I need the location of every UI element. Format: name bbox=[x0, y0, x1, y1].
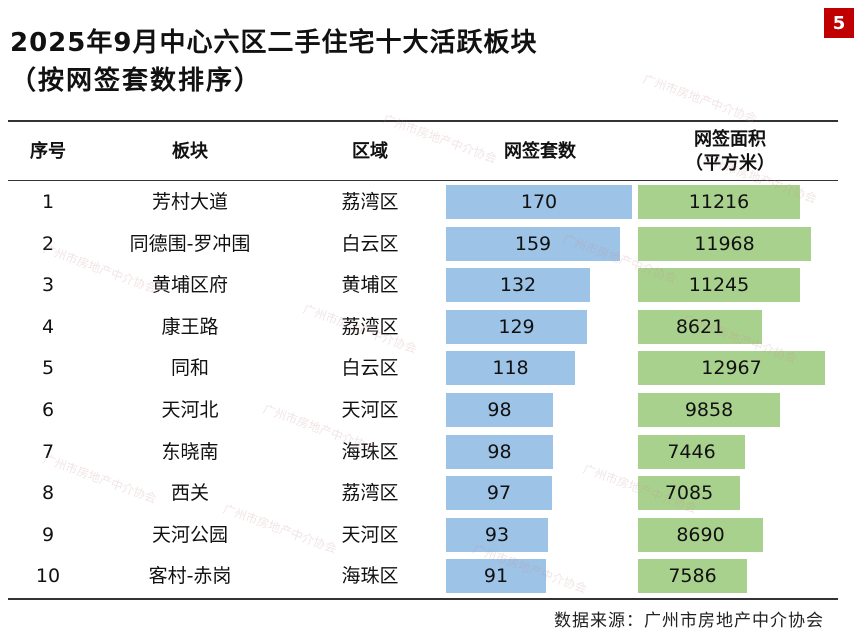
row-block: 芳村大道 bbox=[151, 191, 228, 213]
area-value: 9858 bbox=[684, 399, 734, 421]
area-value: 11216 bbox=[688, 191, 750, 213]
area-bar bbox=[638, 351, 825, 386]
row-block: 同德围-罗冲围 bbox=[129, 232, 251, 255]
area-value: 8621 bbox=[675, 315, 725, 338]
header-block: 板块 bbox=[172, 141, 208, 162]
units-bar bbox=[446, 185, 632, 219]
row-rank: 1 bbox=[41, 191, 55, 213]
row-district: 白云区 bbox=[341, 357, 399, 380]
units-bar bbox=[446, 309, 587, 344]
units-value: 159 bbox=[514, 232, 552, 255]
area-bar bbox=[638, 434, 745, 469]
table-bottom-rule bbox=[8, 598, 838, 600]
row-block: 黄埔区府 bbox=[151, 274, 228, 297]
area-bar bbox=[638, 185, 800, 219]
header-area-line1: 网签面积 bbox=[694, 129, 766, 150]
area-bar bbox=[638, 309, 762, 344]
row-rank: 3 bbox=[41, 274, 55, 297]
area-value: 12967 bbox=[701, 357, 762, 380]
table-header-rule bbox=[8, 180, 838, 181]
units-value: 129 bbox=[498, 315, 535, 338]
row-district: 荔湾区 bbox=[341, 191, 399, 213]
units-bar bbox=[446, 351, 575, 386]
area-bar bbox=[638, 559, 747, 594]
units-value: 170 bbox=[520, 191, 558, 213]
row-district: 海珠区 bbox=[341, 565, 399, 588]
page-subtitle: （按网签套数排序） bbox=[10, 66, 263, 96]
row-block: 天河北 bbox=[161, 399, 219, 421]
area-value: 7446 bbox=[667, 440, 716, 463]
data-source: 数据来源：广州市房地产中介协会 bbox=[554, 611, 824, 631]
row-district: 白云区 bbox=[341, 232, 399, 255]
units-bar bbox=[446, 559, 546, 594]
row-block: 天河公园 bbox=[151, 523, 228, 546]
units-bar bbox=[446, 226, 620, 261]
row-block: 客村-赤岗 bbox=[148, 565, 232, 588]
area-bar bbox=[638, 517, 763, 552]
units-bar bbox=[446, 268, 590, 303]
units-value: 91 bbox=[483, 565, 509, 588]
header-rank: 序号 bbox=[30, 141, 66, 162]
units-value: 118 bbox=[492, 357, 529, 380]
row-district: 天河区 bbox=[341, 399, 399, 421]
area-bar bbox=[638, 393, 780, 427]
row-block: 西关 bbox=[170, 482, 209, 505]
units-value: 97 bbox=[486, 482, 512, 505]
row-rank: 8 bbox=[41, 482, 55, 505]
area-bar bbox=[638, 268, 800, 303]
units-value: 132 bbox=[499, 274, 537, 297]
row-district: 海珠区 bbox=[341, 440, 399, 463]
watermark-text: 广州市房地产中介协会 bbox=[641, 71, 759, 127]
row-block: 康王路 bbox=[161, 315, 219, 338]
units-bar bbox=[446, 393, 553, 427]
header-units: 网签套数 bbox=[504, 141, 576, 162]
row-block: 东晓南 bbox=[161, 440, 219, 463]
area-value: 11245 bbox=[688, 274, 750, 297]
row-district: 荔湾区 bbox=[341, 315, 399, 338]
units-value: 93 bbox=[484, 523, 510, 546]
table-top-rule bbox=[8, 120, 838, 122]
row-district: 黄埔区 bbox=[341, 274, 399, 297]
units-value: 98 bbox=[487, 440, 512, 463]
area-bar bbox=[638, 476, 740, 511]
row-district: 荔湾区 bbox=[341, 482, 399, 505]
area-value: 11968 bbox=[694, 232, 755, 255]
row-block: 同和 bbox=[170, 357, 209, 380]
row-rank: 4 bbox=[41, 315, 55, 338]
row-rank: 7 bbox=[41, 440, 55, 463]
area-value: 7085 bbox=[664, 482, 714, 505]
header-area: 网签面积 （平方米） bbox=[660, 128, 800, 176]
units-bar bbox=[446, 434, 553, 469]
page-title: 2025年9月中心六区二手住宅十大活跃板块 bbox=[10, 28, 538, 58]
row-rank: 9 bbox=[41, 523, 55, 546]
row-rank: 2 bbox=[41, 232, 55, 255]
row-rank: 6 bbox=[41, 399, 55, 421]
header-area-line2: （平方米） bbox=[685, 153, 775, 174]
row-district: 天河区 bbox=[341, 523, 399, 546]
units-bar bbox=[446, 517, 548, 552]
header-district: 区域 bbox=[352, 141, 388, 162]
area-bar bbox=[638, 226, 811, 261]
row-rank: 5 bbox=[41, 357, 55, 380]
area-value: 7586 bbox=[668, 565, 717, 588]
area-value: 8690 bbox=[676, 523, 725, 546]
units-value: 98 bbox=[487, 399, 512, 421]
page-number-badge: 5 bbox=[824, 8, 854, 38]
units-bar bbox=[446, 476, 552, 511]
row-rank: 10 bbox=[35, 565, 61, 588]
